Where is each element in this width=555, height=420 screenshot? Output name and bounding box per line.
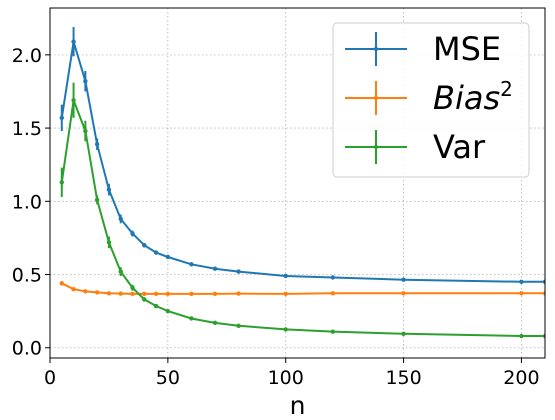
legend-swatch-marker (373, 144, 379, 150)
data-point (130, 291, 135, 297)
data-point (130, 285, 135, 290)
x-tick-label: 100 (268, 367, 304, 389)
data-point (542, 291, 545, 296)
data-point (118, 291, 123, 296)
data-point (142, 291, 147, 297)
data-point (283, 327, 288, 332)
data-point (106, 291, 112, 296)
data-point (212, 266, 218, 271)
data-point (519, 333, 524, 339)
data-point (236, 291, 241, 296)
legend: MSE Bias2 Var (332, 22, 530, 178)
data-point (153, 250, 159, 255)
legend-label: Bias2 (433, 77, 513, 117)
data-point (401, 331, 406, 337)
data-point (236, 323, 241, 328)
legend-label: MSE (433, 30, 501, 68)
series-2 (59, 82, 545, 339)
data-point (71, 286, 76, 292)
data-point (94, 197, 100, 203)
data-point (165, 291, 171, 297)
x-tick-label: 200 (503, 367, 539, 389)
data-point (59, 115, 64, 121)
x-tick-label: 0 (44, 367, 56, 389)
data-point (106, 240, 112, 245)
data-point (94, 290, 100, 295)
data-point (59, 180, 64, 185)
legend-label-main: Bias (433, 79, 500, 117)
data-point (142, 297, 147, 302)
data-point (71, 39, 76, 44)
data-point (330, 275, 336, 280)
y-tick-label: 1.5 (12, 118, 42, 140)
x-tick-label: 50 (156, 367, 180, 389)
series-0 (59, 27, 545, 285)
legend-label-superscript: 2 (500, 77, 513, 101)
data-point (71, 98, 76, 103)
y-axis: 0.0 0.5 1.0 1.5 2.0 (12, 45, 50, 360)
data-point (165, 254, 171, 260)
data-point (142, 243, 147, 248)
x-tick-label: 150 (385, 367, 421, 389)
data-point (59, 281, 64, 286)
data-point (118, 269, 123, 274)
legend-label: Var (433, 128, 486, 166)
data-point (401, 277, 406, 282)
series-line (60, 41, 545, 283)
data-point (330, 329, 336, 334)
data-point (189, 316, 194, 321)
data-point (189, 291, 194, 297)
data-point (283, 273, 288, 279)
data-point (83, 289, 88, 294)
data-point (106, 187, 112, 192)
data-point (153, 303, 159, 309)
data-point (130, 231, 135, 236)
data-point (153, 291, 159, 297)
legend-swatch-marker (373, 46, 379, 52)
data-point (212, 320, 218, 326)
data-point (542, 333, 545, 339)
y-tick-label: 0.5 (12, 265, 42, 287)
data-point (330, 291, 336, 296)
data-point (519, 291, 524, 296)
y-tick-label: 1.0 (12, 191, 42, 213)
data-point (83, 79, 88, 84)
plot-frame (49, 7, 546, 359)
series-layer (59, 27, 545, 339)
legend-box (332, 22, 530, 178)
data-point (212, 291, 218, 297)
series-line (60, 96, 545, 337)
data-point (165, 308, 171, 314)
y-tick-label: 2.0 (12, 45, 42, 67)
legend-swatch-marker (373, 95, 379, 101)
series-1 (59, 281, 545, 297)
x-axis: 0 50 100 150 200 (44, 358, 540, 389)
data-point (83, 128, 88, 134)
y-tick-label: 0.0 (12, 338, 42, 360)
data-point (94, 141, 100, 147)
data-point (189, 262, 194, 267)
x-axis-label: n (290, 391, 306, 420)
data-point (401, 291, 406, 296)
data-point (519, 279, 524, 285)
data-point (283, 291, 288, 297)
data-point (236, 269, 241, 274)
data-point (542, 279, 545, 285)
data-point (118, 216, 123, 222)
